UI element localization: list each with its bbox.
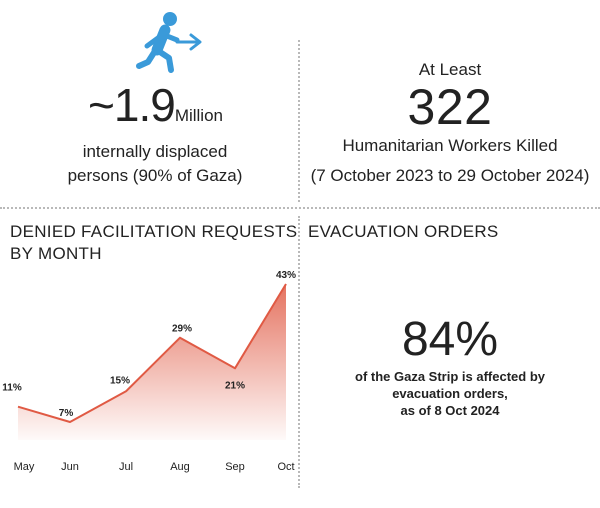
x-tick-sep: Sep [225, 461, 245, 473]
data-label-aug: 29% [172, 324, 192, 335]
evacuation-line3: as of 8 Oct 2024 [400, 403, 500, 418]
chart-area-fill [18, 284, 286, 440]
workers-stat: At Least 322 Humanitarian Workers Killed… [300, 58, 600, 188]
displaced-description: internally displaced persons (90% of Gaz… [20, 140, 290, 188]
evacuation-value: 84% [401, 313, 499, 366]
workers-value: 322 [407, 79, 493, 135]
evacuation-line1: of the Gaza Strip is affected by [355, 369, 545, 384]
vertical-divider-bottom [298, 216, 300, 488]
data-label-sep: 21% [225, 380, 245, 391]
chart-title-line1: DENIED FACILITATION REQUESTS [10, 222, 298, 241]
evacuation-title: EVACUATION ORDERS [308, 222, 499, 241]
data-label-may: 11% [2, 383, 22, 394]
data-label-jun: 7% [59, 408, 74, 419]
chart-title-line2: BY MONTH [10, 244, 102, 263]
data-label-oct: 43% [276, 270, 296, 281]
x-tick-oct: Oct [277, 461, 294, 473]
displaced-line1: internally displaced [82, 142, 228, 161]
data-label-jul: 15% [110, 375, 130, 386]
displaced-stat: ~1.9Million [88, 78, 223, 132]
displaced-value: ~1.9 [88, 79, 176, 131]
person-walking-arrow-icon [135, 10, 207, 76]
workers-prefix: At Least [418, 60, 482, 79]
displaced-unit: Million [174, 106, 223, 125]
x-tick-aug: Aug [170, 461, 190, 473]
x-tick-jul: Jul [119, 461, 133, 473]
x-tick-may: May [14, 461, 35, 473]
displaced-line2: persons (90% of Gaza) [67, 166, 243, 185]
chart-title: DENIED FACILITATION REQUESTS BY MONTH [10, 221, 297, 265]
evacuation-stat: 84% of the Gaza Strip is affected by eva… [300, 312, 600, 419]
workers-label: Humanitarian Workers Killed [342, 136, 558, 155]
denied-requests-chart: 11% 7% 15% 29% 21% 43% May Jun Jul Aug Sep Oct [2, 270, 296, 473]
horizontal-divider [0, 207, 600, 209]
evacuation-line2: evacuation orders, [392, 386, 508, 401]
workers-period: (7 October 2023 to 29 October 2024) [310, 166, 590, 185]
x-tick-jun: Jun [61, 461, 79, 473]
vertical-divider-top [298, 40, 300, 202]
chart-series-line [17, 283, 287, 423]
